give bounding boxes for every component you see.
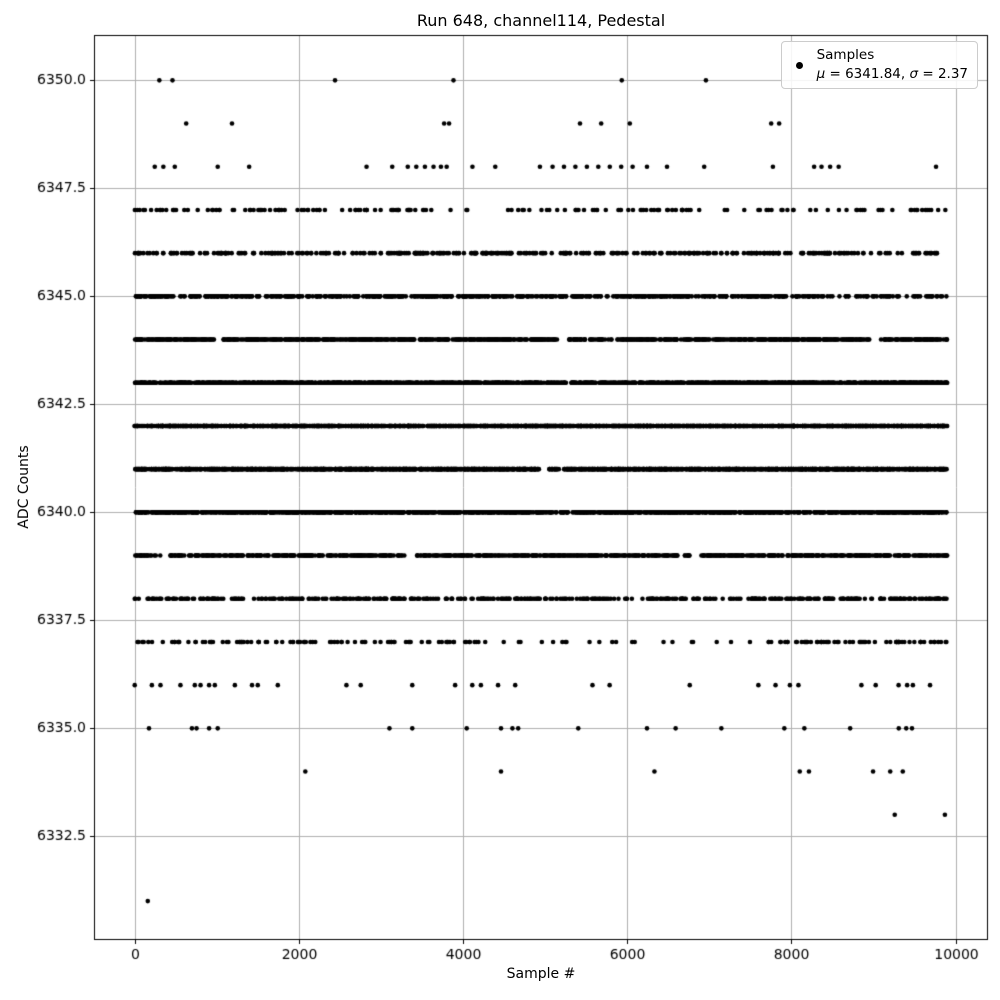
legend-text: Samples μ = 6341.84, σ = 2.37	[817, 46, 968, 84]
legend-samples-label: Samples	[816, 47, 875, 63]
y-axis-label: ADC Counts	[16, 445, 32, 529]
x-axis-label: Sample #	[506, 966, 576, 982]
legend: Samples μ = 6341.84, σ = 2.37	[780, 41, 978, 89]
chart-title: Run 648, channel114, Pedestal	[416, 11, 666, 30]
legend-dot-marker-icon	[795, 61, 803, 69]
legend-stats-label: μ = 6341.84, σ = 2.37	[816, 66, 968, 82]
